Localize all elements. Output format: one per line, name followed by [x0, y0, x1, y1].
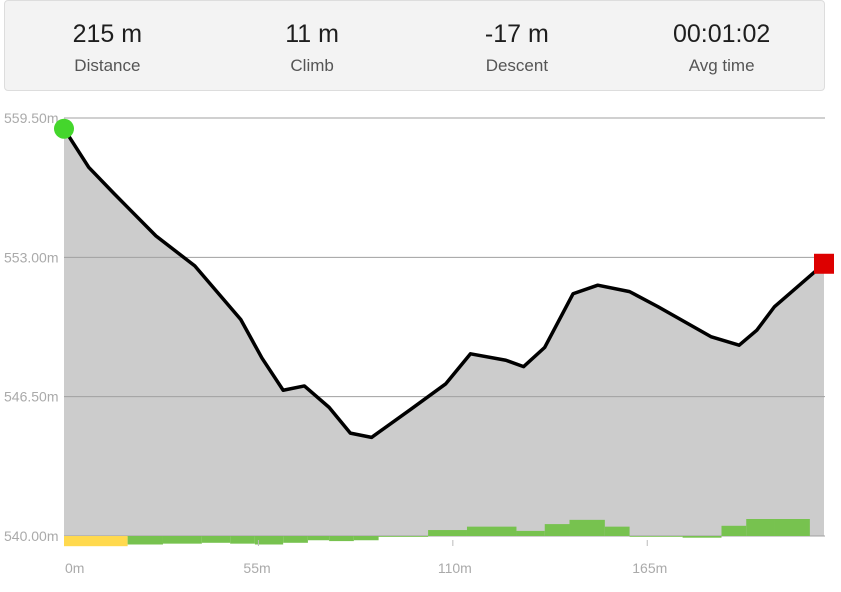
grade-bar-7: [307, 536, 330, 541]
elevation-line: [62, 127, 826, 440]
stats-panel: 215 m Distance 11 m Climb -17 m Descent …: [4, 0, 825, 91]
stat-distance-value: 215 m: [72, 20, 143, 48]
grade-bar-4: [230, 536, 255, 544]
x-tick-label-0: 0m: [65, 560, 84, 576]
x-tick-label-2: 110m: [438, 560, 472, 576]
stat-distance-label: Distance: [74, 56, 141, 75]
x-tick-label-1: 55m: [243, 560, 270, 576]
grade-bar-12: [466, 526, 517, 536]
grade-bar-21: [774, 519, 810, 536]
stat-descent: -17 m Descent: [415, 1, 620, 90]
stat-climb-value: 11 m: [285, 20, 339, 48]
grade-bar-18: [682, 536, 722, 538]
stat-distance: 215 m Distance: [5, 1, 210, 90]
grade-bar-16: [604, 526, 630, 536]
stat-climb-label: Climb: [290, 56, 334, 75]
stat-avg-time: 00:01:02 Avg time: [619, 1, 824, 90]
grade-bar-17: [629, 536, 683, 537]
grade-bar-10: [378, 536, 429, 537]
grade-bar-0: [64, 536, 128, 547]
stat-avg-time-label: Avg time: [688, 56, 755, 75]
stat-climb: 11 m Climb: [210, 1, 415, 90]
grade-bar-1: [127, 536, 163, 545]
grade-bar-6: [283, 536, 308, 543]
grade-bar-19: [721, 525, 747, 536]
stat-descent-label: Descent: [485, 56, 549, 75]
grade-bar-11: [428, 530, 467, 536]
y-tick-label-2: 553.00m: [4, 249, 58, 265]
stat-avg-time-value: 00:01:02: [672, 20, 771, 48]
grade-bar-14: [544, 524, 570, 536]
start-marker: [54, 118, 74, 139]
end-marker: [814, 253, 834, 274]
grade-bar-20: [746, 519, 775, 536]
grade-bar-15: [569, 519, 605, 536]
y-tick-label-3: 559.50m: [4, 110, 58, 126]
grade-bar-3: [201, 536, 231, 543]
grade-bar-5: [254, 536, 284, 545]
x-tick-label-3: 165m: [632, 560, 667, 576]
stat-descent-value: -17 m: [484, 20, 549, 48]
grade-bar-2: [162, 536, 202, 544]
grade-bar-13: [516, 530, 545, 536]
grade-bar-9: [353, 536, 379, 541]
y-tick-label-0: 540.00m: [4, 528, 58, 544]
grade-bar-8: [329, 536, 354, 542]
y-tick-label-1: 546.50m: [4, 389, 58, 405]
elevation-area: [64, 128, 824, 536]
